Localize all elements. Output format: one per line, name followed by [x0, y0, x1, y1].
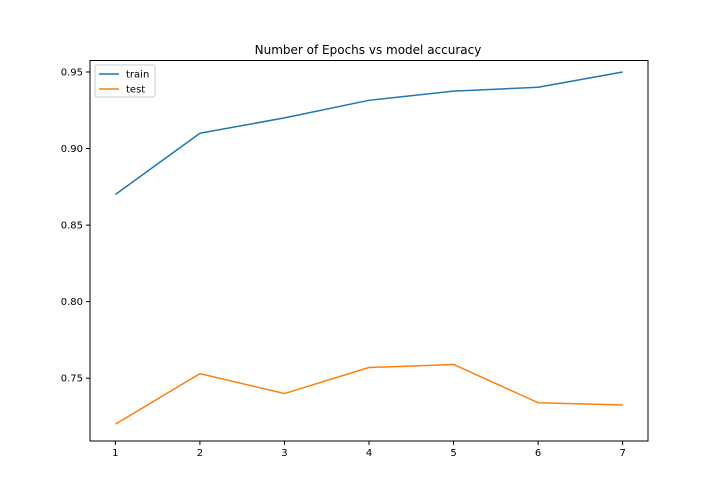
series-layer — [114, 71, 623, 425]
y-tick-label: 0.95 — [61, 67, 83, 78]
plot-frame — [89, 60, 649, 442]
x-tick-label: 6 — [535, 448, 541, 459]
x-axis-ticks: 1 2 3 4 5 6 7 — [112, 441, 626, 459]
chart-title: Number of Epochs vs model accuracy — [255, 43, 482, 57]
x-tick-label: 2 — [197, 448, 203, 459]
x-tick-label: 3 — [281, 448, 287, 459]
y-tick-label: 0.80 — [61, 297, 83, 308]
legend-label-train: train — [126, 70, 149, 81]
y-axis-ticks: 0.75 0.80 0.85 0.90 0.95 — [61, 67, 90, 385]
legend: train test — [94, 64, 156, 98]
y-tick-label: 0.75 — [61, 374, 83, 385]
x-tick-label: 4 — [366, 448, 372, 459]
x-tick-label: 5 — [450, 448, 456, 459]
y-tick-label: 0.90 — [61, 144, 83, 155]
legend-label-test: test — [126, 85, 145, 96]
x-tick-label: 7 — [619, 448, 625, 459]
y-tick-label: 0.85 — [61, 221, 83, 232]
x-tick-label: 1 — [112, 448, 118, 459]
